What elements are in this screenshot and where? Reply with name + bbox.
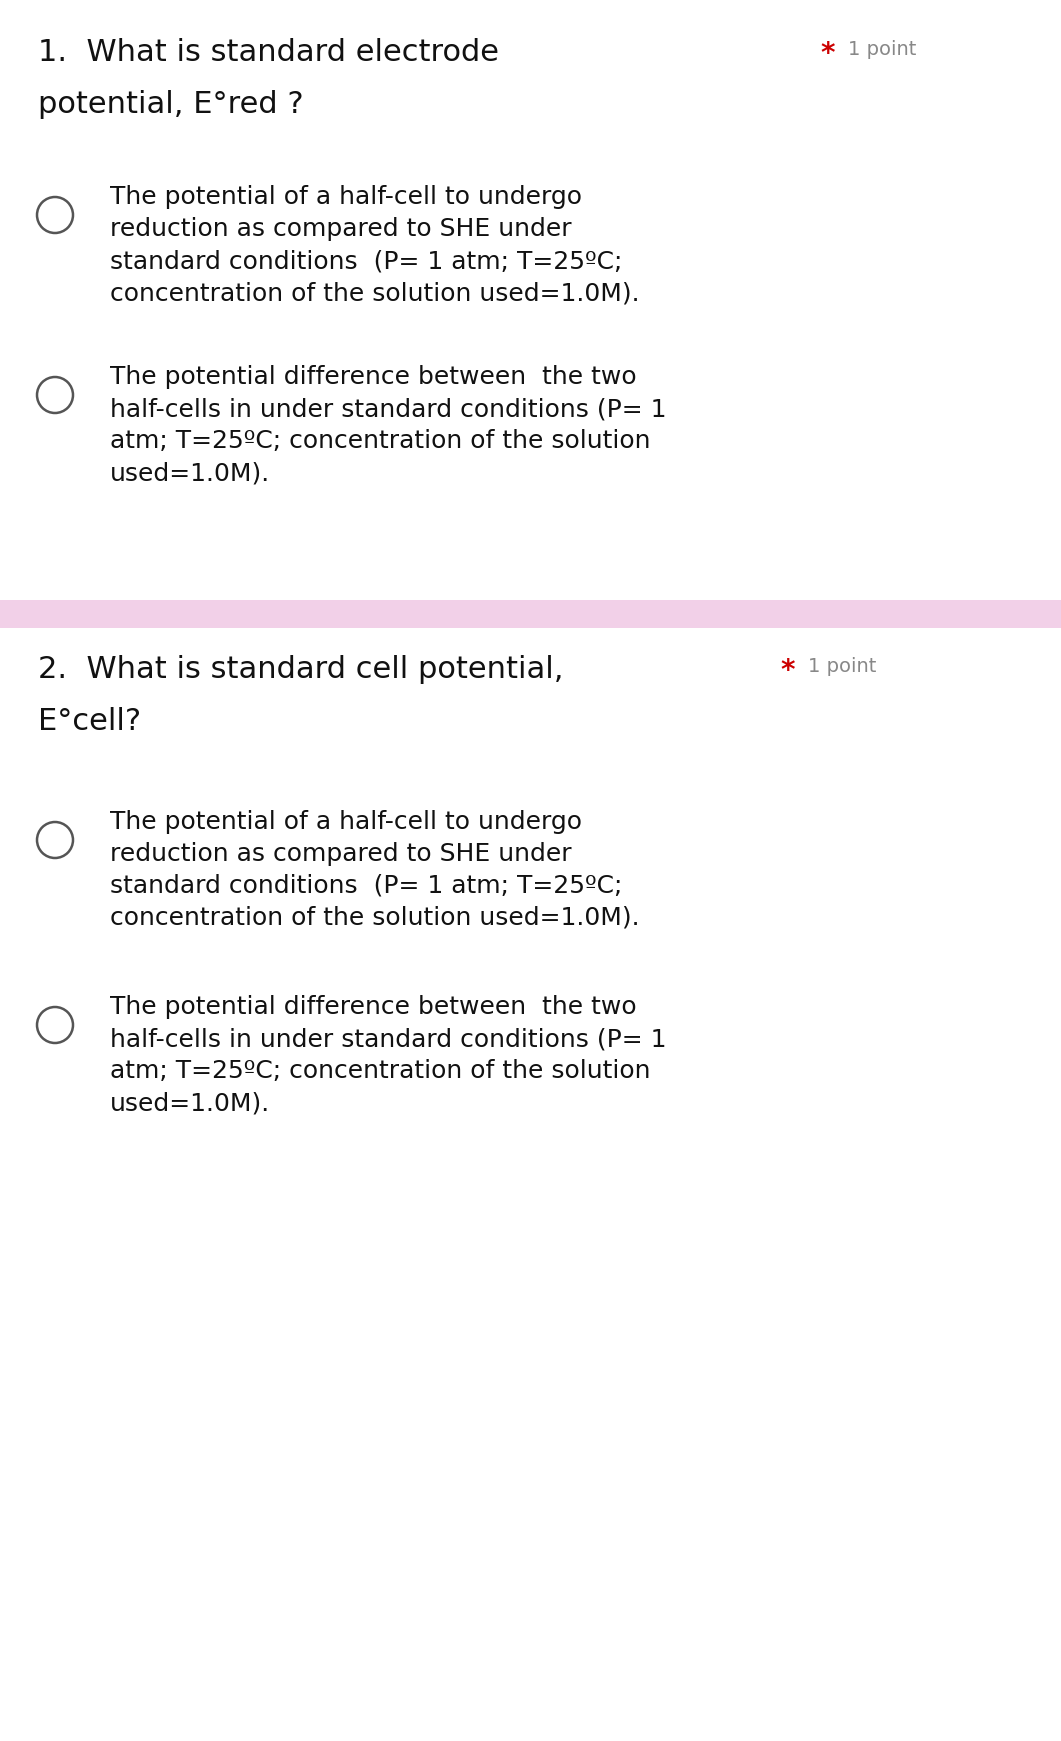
Text: half-cells in under standard conditions (P= 1: half-cells in under standard conditions … [110, 397, 666, 421]
Text: 1.  What is standard electrode: 1. What is standard electrode [38, 38, 499, 66]
Text: 1 point: 1 point [848, 40, 917, 59]
Text: The potential difference between  the two: The potential difference between the two [110, 366, 637, 388]
Text: The potential of a half-cell to undergo: The potential of a half-cell to undergo [110, 810, 582, 834]
Text: *: * [820, 40, 835, 68]
Text: reduction as compared to SHE under: reduction as compared to SHE under [110, 843, 572, 865]
Text: 2.  What is standard cell potential,: 2. What is standard cell potential, [38, 655, 563, 684]
Text: The potential of a half-cell to undergo: The potential of a half-cell to undergo [110, 185, 582, 209]
Text: half-cells in under standard conditions (P= 1: half-cells in under standard conditions … [110, 1027, 666, 1052]
Text: The potential difference between  the two: The potential difference between the two [110, 996, 637, 1018]
Text: E°cell?: E°cell? [38, 707, 141, 736]
Text: atm; T=25ºC; concentration of the solution: atm; T=25ºC; concentration of the soluti… [110, 428, 650, 453]
Text: used=1.0M).: used=1.0M). [110, 461, 271, 486]
Text: potential, E°red ?: potential, E°red ? [38, 91, 303, 118]
Text: atm; T=25ºC; concentration of the solution: atm; T=25ºC; concentration of the soluti… [110, 1059, 650, 1083]
Text: concentration of the solution used=1.0M).: concentration of the solution used=1.0M)… [110, 280, 640, 305]
Text: reduction as compared to SHE under: reduction as compared to SHE under [110, 218, 572, 240]
Text: concentration of the solution used=1.0M).: concentration of the solution used=1.0M)… [110, 905, 640, 930]
Text: *: * [780, 656, 795, 684]
Text: standard conditions  (P= 1 atm; T=25ºC;: standard conditions (P= 1 atm; T=25ºC; [110, 874, 623, 898]
Text: standard conditions  (P= 1 atm; T=25ºC;: standard conditions (P= 1 atm; T=25ºC; [110, 249, 623, 273]
Text: used=1.0M).: used=1.0M). [110, 1092, 271, 1114]
Text: 1 point: 1 point [808, 656, 876, 676]
Bar [0, 601, 1061, 629]
